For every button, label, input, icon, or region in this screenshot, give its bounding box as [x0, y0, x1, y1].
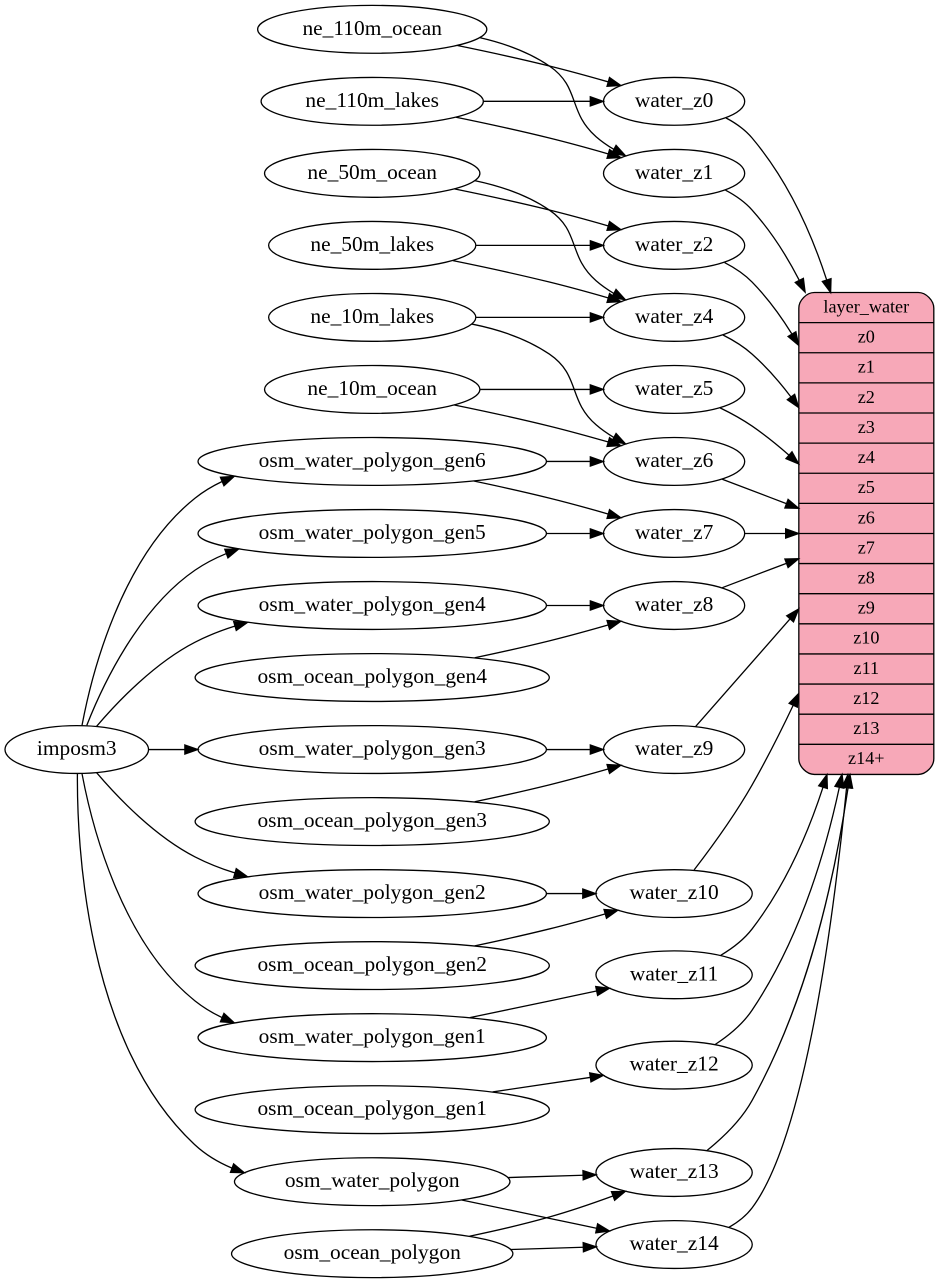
svg-text:osm_water_polygon_gen1: osm_water_polygon_gen1	[259, 1024, 486, 1048]
svg-text:z14+: z14+	[848, 748, 884, 768]
svg-text:z5: z5	[858, 477, 875, 497]
svg-text:osm_ocean_polygon_gen3: osm_ocean_polygon_gen3	[257, 808, 486, 832]
svg-text:water_z14: water_z14	[630, 1231, 719, 1255]
svg-text:imposm3: imposm3	[37, 736, 117, 760]
svg-text:z1: z1	[858, 357, 875, 377]
svg-text:z10: z10	[853, 628, 879, 648]
svg-text:water_z5: water_z5	[635, 376, 713, 400]
svg-text:water_z11: water_z11	[630, 961, 718, 985]
svg-text:ne_10m_lakes: ne_10m_lakes	[310, 304, 434, 328]
svg-text:z12: z12	[853, 688, 879, 708]
svg-text:water_z2: water_z2	[635, 232, 713, 256]
svg-text:water_z13: water_z13	[630, 1159, 719, 1183]
svg-text:water_z12: water_z12	[630, 1052, 719, 1076]
svg-text:osm_water_polygon_gen6: osm_water_polygon_gen6	[259, 448, 486, 472]
svg-text:z13: z13	[853, 718, 879, 738]
svg-text:osm_water_polygon_gen2: osm_water_polygon_gen2	[259, 880, 486, 904]
svg-text:water_z8: water_z8	[635, 592, 713, 616]
svg-text:water_z4: water_z4	[635, 304, 714, 328]
svg-text:water_z1: water_z1	[635, 160, 713, 184]
svg-text:z0: z0	[858, 326, 875, 346]
svg-text:z3: z3	[858, 417, 875, 437]
svg-text:ne_110m_ocean: ne_110m_ocean	[302, 16, 442, 40]
svg-text:osm_ocean_polygon_gen1: osm_ocean_polygon_gen1	[257, 1096, 486, 1120]
svg-text:z11: z11	[854, 658, 880, 678]
svg-text:ne_10m_ocean: ne_10m_ocean	[307, 376, 437, 400]
svg-text:osm_ocean_polygon: osm_ocean_polygon	[284, 1240, 461, 1264]
svg-text:osm_water_polygon_gen3: osm_water_polygon_gen3	[259, 736, 486, 760]
svg-text:z4: z4	[858, 447, 875, 467]
svg-text:z6: z6	[858, 507, 875, 527]
svg-text:water_z10: water_z10	[630, 880, 719, 904]
svg-text:osm_ocean_polygon_gen4: osm_ocean_polygon_gen4	[257, 664, 487, 688]
svg-text:layer_water: layer_water	[823, 296, 909, 316]
svg-text:water_z0: water_z0	[635, 88, 713, 112]
svg-text:ne_50m_ocean: ne_50m_ocean	[307, 160, 437, 184]
svg-text:water_z7: water_z7	[635, 520, 714, 544]
svg-text:ne_50m_lakes: ne_50m_lakes	[310, 232, 434, 256]
svg-text:z9: z9	[858, 598, 875, 618]
svg-text:osm_water_polygon: osm_water_polygon	[285, 1168, 460, 1192]
svg-text:z8: z8	[858, 567, 875, 587]
svg-text:z7: z7	[858, 537, 875, 557]
svg-text:osm_ocean_polygon_gen2: osm_ocean_polygon_gen2	[257, 952, 486, 976]
svg-text:osm_water_polygon_gen4: osm_water_polygon_gen4	[259, 592, 486, 616]
svg-text:ne_110m_lakes: ne_110m_lakes	[305, 88, 439, 112]
svg-text:water_z6: water_z6	[635, 448, 714, 472]
svg-text:osm_water_polygon_gen5: osm_water_polygon_gen5	[259, 520, 486, 544]
svg-text:water_z9: water_z9	[635, 736, 713, 760]
svg-text:z2: z2	[858, 387, 875, 407]
